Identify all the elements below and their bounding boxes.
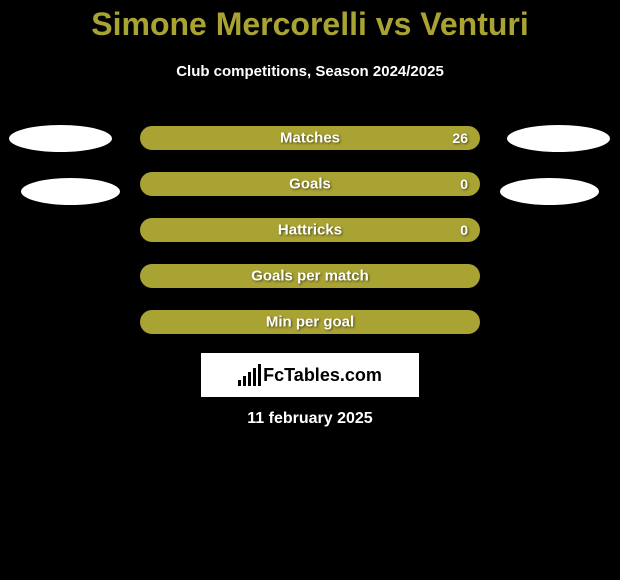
subtitle: Club competitions, Season 2024/2025: [0, 63, 620, 80]
decorative-ellipse: [500, 178, 599, 205]
stat-bar-right: [310, 218, 480, 242]
logo-bars-icon: [238, 364, 261, 386]
decorative-ellipse: [507, 125, 610, 152]
decorative-ellipse: [9, 125, 112, 152]
snapshot-date: 11 february 2025: [0, 410, 620, 428]
fctables-logo[interactable]: FcTables.com: [201, 353, 419, 397]
page-title: Simone Mercorelli vs Venturi: [0, 6, 620, 43]
stat-bar-left: [140, 264, 310, 288]
stat-bar-left: [140, 126, 310, 150]
comparison-canvas: Simone Mercorelli vs Venturi Club compet…: [0, 0, 620, 580]
stat-bar-right: [310, 172, 480, 196]
stat-row: Min per goal: [140, 310, 480, 334]
stat-row: Goals0: [140, 172, 480, 196]
stat-bar-right: [310, 126, 480, 150]
stat-bar-right: [310, 310, 480, 334]
stat-bar-right: [310, 264, 480, 288]
decorative-ellipse: [21, 178, 120, 205]
stat-row: Goals per match: [140, 264, 480, 288]
stat-row: Matches26: [140, 126, 480, 150]
stat-bar-left: [140, 172, 310, 196]
stat-row: Hattricks0: [140, 218, 480, 242]
logo-text: FcTables.com: [263, 365, 382, 386]
stat-bar-left: [140, 218, 310, 242]
stat-bar-left: [140, 310, 310, 334]
